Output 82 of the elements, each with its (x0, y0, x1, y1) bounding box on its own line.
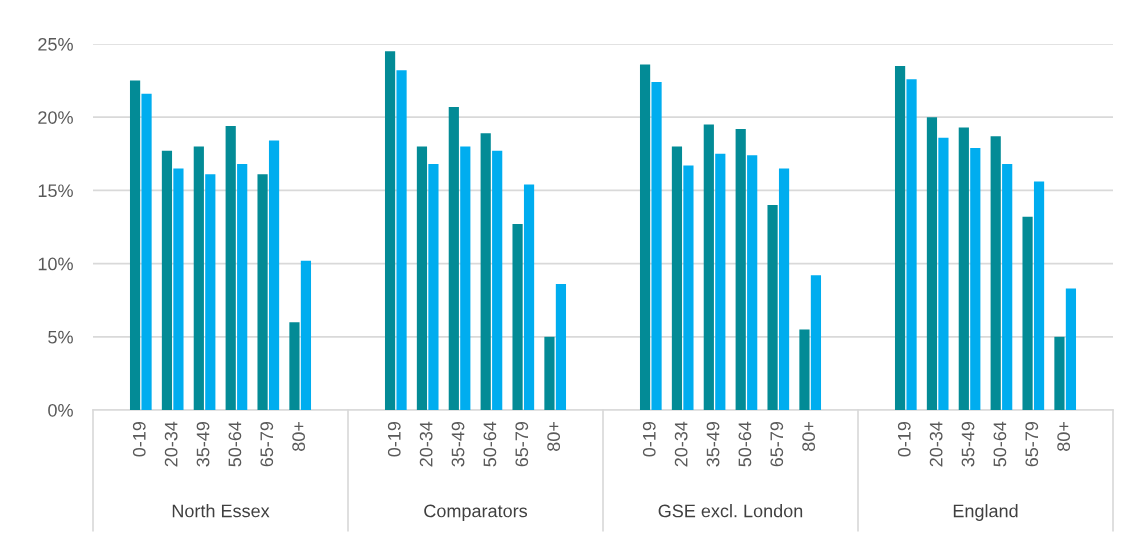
x-tick-label: 0-19 (897, 421, 911, 457)
bar (268, 140, 280, 410)
y-tick-label: 15% (38, 184, 73, 198)
bar (141, 93, 152, 410)
x-tick-label: 65-79 (1025, 421, 1039, 467)
y-tick-label: 25% (38, 37, 73, 51)
bar (1002, 164, 1013, 410)
bar (512, 224, 523, 410)
bar (173, 168, 184, 410)
bar (492, 150, 503, 410)
bar (1054, 336, 1065, 410)
x-tick-label: 80+ (802, 422, 816, 451)
bar (237, 164, 248, 410)
bar (778, 168, 790, 410)
bar (810, 275, 822, 410)
bar (894, 65, 906, 410)
x-tick-label: 80+ (547, 422, 561, 451)
x-tick-label: 20-34 (164, 421, 178, 467)
text: England (953, 504, 1018, 521)
bar (396, 70, 407, 410)
bar (990, 136, 1001, 410)
bar (555, 284, 567, 410)
bar (767, 205, 778, 410)
bar (523, 184, 535, 410)
bar (416, 146, 428, 410)
x-tick-label: 20-34 (929, 421, 943, 467)
x-tick-label: 0-19 (132, 421, 146, 457)
bar (544, 336, 555, 410)
x-tick-label: 20-34 (674, 421, 688, 467)
x-tick-label: 50-64 (993, 421, 1007, 467)
bar (257, 174, 268, 410)
bar (225, 125, 236, 410)
bar (799, 329, 810, 410)
x-tick-label: 35-49 (706, 421, 720, 467)
x-tick-label: 80+ (1057, 422, 1071, 451)
y-tick-label: 5% (48, 330, 73, 344)
y-tick-label: 20% (38, 111, 73, 124)
x-tick-label: 35-49 (961, 421, 975, 467)
x-tick-label: 35-49 (196, 421, 210, 467)
x-tick-label: 65-79 (515, 421, 529, 467)
bar (735, 128, 746, 410)
bar (703, 124, 714, 410)
bar (480, 133, 491, 410)
bar (428, 164, 439, 410)
bar (161, 150, 173, 410)
text: Comparators (424, 504, 528, 521)
x-tick-label: 20-34 (419, 421, 433, 467)
bar (1033, 181, 1045, 410)
x-tick-label: 80+ (292, 422, 306, 451)
bar (906, 79, 917, 410)
x-tick-label: 50-64 (228, 421, 242, 467)
bar (460, 146, 471, 410)
x-tick-label: 65-79 (260, 421, 274, 467)
x-tick-label: 0-19 (387, 421, 401, 457)
bar (205, 174, 216, 410)
bar (683, 165, 694, 410)
bar (747, 155, 758, 410)
bar (1065, 288, 1077, 410)
bar (970, 147, 981, 410)
bar (300, 260, 312, 410)
y-tick-label: 10% (38, 257, 73, 271)
bar (671, 146, 683, 410)
bar (639, 64, 651, 410)
bar (289, 322, 300, 410)
bar (129, 80, 141, 410)
bar (938, 137, 949, 410)
bar (384, 51, 396, 410)
bar (651, 82, 662, 410)
x-tick-label: 35-49 (451, 421, 465, 467)
x-tick-label: 65-79 (770, 421, 784, 467)
x-tick-label: 50-64 (483, 421, 497, 467)
bar (1022, 216, 1033, 410)
bar (926, 117, 938, 410)
bar (193, 146, 204, 410)
y-tick-label: 0% (48, 403, 73, 417)
text: GSE excl. London (658, 504, 803, 518)
bar (448, 106, 459, 410)
x-tick-label: 50-64 (738, 421, 752, 467)
bar (958, 127, 969, 410)
x-tick-label: 0-19 (642, 421, 656, 457)
bar (715, 153, 726, 410)
text: North Essex (172, 504, 270, 518)
